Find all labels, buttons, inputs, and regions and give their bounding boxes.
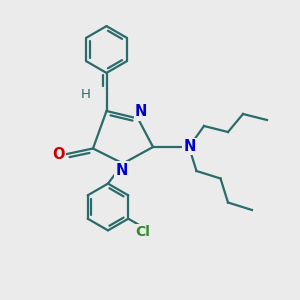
Text: O: O xyxy=(52,147,65,162)
Text: N: N xyxy=(183,139,196,154)
Text: N: N xyxy=(135,104,147,119)
Text: N: N xyxy=(115,163,128,178)
Text: H: H xyxy=(81,88,90,101)
Text: Cl: Cl xyxy=(135,225,150,239)
